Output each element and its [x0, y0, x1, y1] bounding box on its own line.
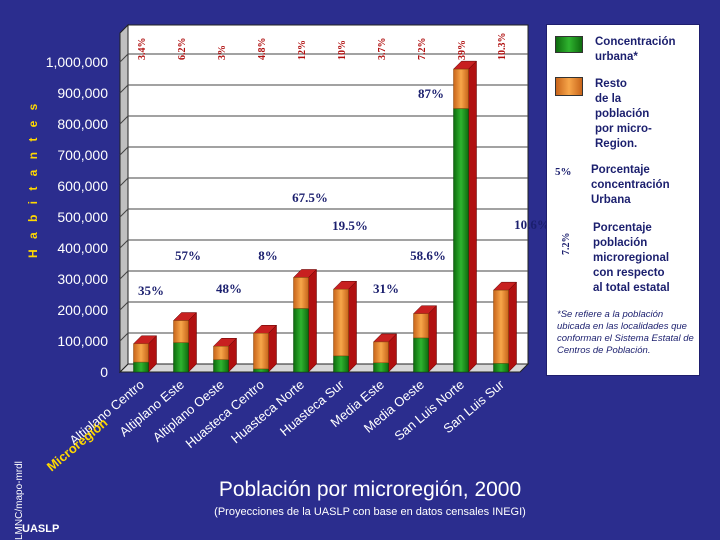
bar-rest-2 — [213, 346, 229, 360]
bar-side-7 — [428, 305, 437, 373]
y-tick-label: 300,000 — [57, 271, 108, 287]
chart-title: Población por microregión, 2000 — [218, 478, 522, 501]
state-pct-label: 3% — [217, 45, 228, 60]
y-tick-label: 100,000 — [57, 333, 108, 349]
y-tick-label: 400,000 — [57, 240, 108, 256]
state-pct-label: 3.7% — [377, 38, 388, 61]
gridline-diag — [119, 146, 129, 156]
bar-urban-8 — [453, 108, 469, 373]
gridline-diag — [119, 239, 129, 249]
legend-swatch-urban — [555, 36, 583, 53]
urban-pct-label: 8% — [258, 248, 278, 263]
bar-rest-9 — [493, 289, 509, 364]
bar-rest-7 — [413, 313, 429, 339]
urban-pct-label: 87% — [418, 86, 444, 101]
bar-urban-4 — [293, 308, 309, 373]
x-tick-label: San Luis Norte — [391, 377, 467, 444]
bar-side-5 — [348, 280, 357, 373]
bar-rest-5 — [333, 288, 349, 357]
y-axis-title: H a b i t a n t e s — [26, 100, 40, 258]
gridline-diag — [119, 332, 129, 342]
bar-side-1 — [188, 311, 197, 373]
bar-urban-9 — [493, 363, 509, 373]
bar-urban-0 — [133, 361, 149, 373]
legend-pct-state-example: 7.2% — [561, 232, 572, 256]
x-axis-title: Microregión — [44, 415, 111, 474]
bar-urban-5 — [333, 355, 349, 373]
y-tick-label: 0 — [100, 364, 108, 380]
gridline-diag — [119, 270, 129, 280]
gridline-diag — [119, 177, 129, 187]
bar-rest-6 — [373, 341, 389, 363]
bar-rest-1 — [173, 320, 189, 343]
y-tick-label: 800,000 — [57, 116, 108, 132]
chart-subtitle: (Proyecciones de la UASLP con base en da… — [214, 506, 526, 518]
urban-pct-label: 58.6% — [410, 248, 446, 263]
gridline-diag — [119, 84, 129, 94]
legend-pct-urban-label: Porcentaje concentración Urbana — [591, 164, 670, 206]
urban-pct-label: 10.6% — [514, 217, 550, 232]
state-pct-label: 4.8% — [257, 38, 268, 61]
gridline-diag — [119, 301, 129, 311]
state-pct-label: 6.2% — [177, 38, 188, 61]
legend-pct-state-label: Porcentaje población microregional con r… — [593, 222, 670, 294]
y-tick-label: 700,000 — [57, 147, 108, 163]
bar-rest-0 — [133, 343, 149, 363]
bar-urban-6 — [373, 362, 389, 373]
legend-label-rest: Resto de la población por micro- Region. — [595, 78, 652, 150]
bar-side-8 — [468, 60, 477, 373]
chart-marks — [132, 60, 518, 373]
state-pct-label: 12% — [297, 40, 308, 60]
y-tick-label: 200,000 — [57, 302, 108, 318]
organization-label: UASLP — [22, 523, 60, 535]
bar-rest-4 — [293, 277, 309, 309]
y-tick-label: 900,000 — [57, 85, 108, 101]
state-pct-label: 10.3% — [497, 33, 508, 61]
legend-pct-urban-example: 5% — [555, 166, 572, 178]
y-tick-label: 1,000,000 — [46, 54, 108, 70]
bar-side-9 — [508, 281, 517, 373]
plot-side-wall — [119, 23, 129, 374]
y-tick-label: 600,000 — [57, 178, 108, 194]
urban-pct-label: 48% — [216, 281, 242, 296]
state-pct-label: 39% — [457, 40, 468, 60]
urban-pct-label: 35% — [138, 283, 164, 298]
bar-urban-7 — [413, 337, 429, 373]
urban-pct-label: 57% — [175, 248, 201, 263]
bar-urban-2 — [213, 359, 229, 373]
legend: Concentración urbana* Resto de la poblac… — [546, 24, 700, 376]
gridline-diag — [119, 53, 129, 63]
state-pct-label: 10% — [337, 40, 348, 60]
gridline-diag — [119, 115, 129, 125]
state-pct-label: 7.2% — [417, 38, 428, 61]
legend-swatch-rest — [555, 77, 583, 96]
urban-pct-label: 19.5% — [332, 218, 368, 233]
bar-urban-3 — [253, 368, 269, 373]
bar-side-4 — [308, 268, 317, 373]
bar-rest-3 — [253, 333, 269, 370]
bar-urban-1 — [173, 342, 189, 373]
urban-pct-label: 31% — [373, 281, 399, 296]
legend-footnote: *Se refiere a la población ubicada en la… — [557, 309, 694, 356]
y-tick-label: 500,000 — [57, 209, 108, 225]
state-pct-label: 3.4% — [137, 38, 148, 61]
legend-label-urban: Concentración urbana* — [595, 36, 676, 63]
urban-pct-label: 67.5% — [292, 190, 328, 205]
bar-rest-8 — [453, 68, 469, 109]
gridline-diag — [119, 208, 129, 218]
